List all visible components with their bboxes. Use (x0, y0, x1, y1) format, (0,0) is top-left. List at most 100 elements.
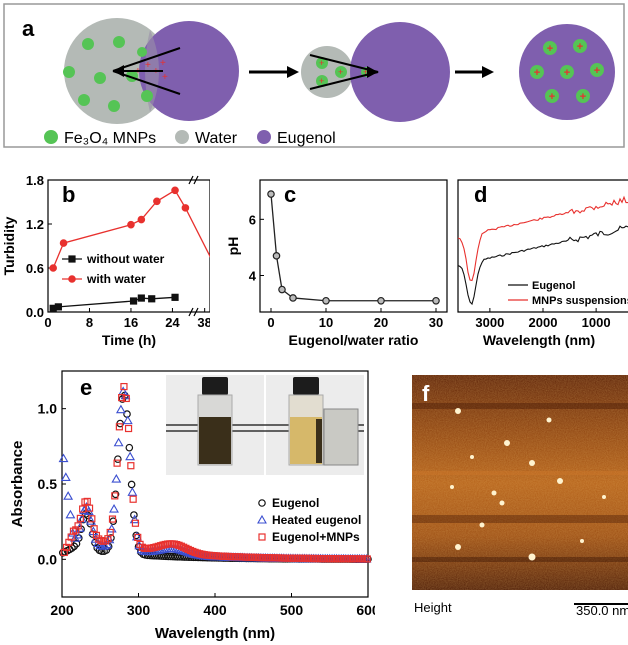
x-tick-label: 400 (203, 602, 227, 618)
data-point (186, 546, 195, 555)
data-point (69, 527, 78, 535)
data-point (85, 504, 94, 512)
x-tick-label: 200 (50, 602, 74, 618)
panel-d-label: d (474, 182, 487, 207)
data-point (115, 423, 123, 431)
panel-d-chart: d 3000 2000 1000 Wavelength (nm) Eugenol MNPs… (457, 179, 628, 348)
data-point (182, 544, 190, 552)
data-point (189, 547, 197, 556)
data-point (122, 394, 130, 403)
axis-break-bottom (188, 307, 199, 317)
arrow-head-2 (367, 66, 378, 78)
data-point (95, 535, 103, 543)
y-axis-label: pH (225, 237, 241, 256)
panel-b-chart: b 0.00.61.21.80816243840Time (h)Turbidit… (1, 173, 210, 348)
data-point (95, 540, 106, 550)
svg-text:+: + (162, 72, 168, 83)
vial-dark-liquid (199, 417, 231, 464)
magnet-icon (323, 408, 359, 466)
data-point (137, 215, 146, 224)
legend-marker (68, 255, 76, 263)
y-tick-label: 1.8 (26, 173, 44, 188)
panel-a: a +++++ +++ + + ++ + ++ + Fe₃O₄ MNPs Water (3, 3, 625, 148)
vial-dark-cap (202, 377, 228, 395)
charge-signs-2: + + + + (319, 58, 368, 86)
y-tick-label: 0.0 (38, 551, 58, 567)
data-point (432, 296, 440, 305)
data-point (83, 497, 91, 506)
svg-text:+: + (564, 67, 570, 79)
x-axis-label: Eugenol/water ratio (289, 332, 419, 348)
svg-text:+: + (319, 76, 324, 86)
data-point (109, 503, 119, 513)
panel-e-chart: e 0.0 0.5 1.0 200 300 400 500 600 Wavelength (nm… (9, 370, 375, 642)
data-point (118, 394, 126, 402)
panel-b-label: b (62, 182, 75, 207)
x-axis-label: Time (h) (102, 332, 156, 348)
scale-bar-label: 350.0 nm (576, 603, 628, 618)
data-point (106, 528, 114, 537)
eugenol-droplet (139, 21, 239, 121)
data-point (120, 382, 128, 391)
data-point (76, 514, 84, 522)
data-point (65, 538, 73, 546)
data-point (108, 515, 117, 523)
x-tick-label: 10 (319, 315, 333, 330)
data-point (137, 294, 145, 302)
x-tick-label: 0 (44, 315, 51, 330)
svg-text:+: + (547, 43, 553, 55)
vial-light-cap (293, 377, 319, 395)
x-tick-label: 3000 (475, 315, 504, 330)
data-point (115, 404, 126, 414)
y-tick-label: 0.0 (26, 305, 44, 320)
data-point (134, 533, 142, 541)
x-tick-label: 30 (429, 315, 443, 330)
series-line-mnps (457, 195, 628, 282)
legend-eugenol-swatch (257, 130, 271, 144)
data-point (90, 525, 98, 533)
mnp-dots-final (530, 39, 604, 103)
data-point (54, 303, 62, 311)
data-point (113, 437, 124, 447)
x-axis-label: Wavelength (nm) (155, 625, 275, 642)
data-point (127, 220, 135, 229)
data-point (60, 472, 71, 481)
svg-text:+: + (577, 41, 583, 53)
legend-water-swatch (175, 130, 189, 144)
legend-marker (258, 499, 266, 507)
plot-frame (259, 179, 448, 313)
afm-particles (450, 408, 606, 561)
data-point (111, 492, 119, 500)
x-axis-label: Wavelength (nm) (483, 332, 595, 348)
data-point (88, 515, 96, 523)
afm-caption: Height (414, 600, 452, 615)
scale-bar (574, 603, 628, 605)
data-point (129, 514, 140, 524)
process-arrow-2-head (482, 66, 494, 78)
vial-photo-inset (166, 375, 364, 475)
data-point (173, 540, 181, 549)
data-point (175, 541, 183, 549)
legend-marker (257, 514, 267, 524)
data-point (60, 548, 68, 557)
legend-label: Eugenol (532, 280, 575, 292)
data-point (127, 480, 136, 489)
data-point (127, 462, 135, 470)
series-line (270, 193, 436, 302)
svg-text:+: + (319, 58, 324, 68)
svg-text:+: + (145, 60, 151, 71)
data-point (154, 542, 162, 550)
legend-marker (68, 275, 76, 283)
y-axis-label: Turbidity (1, 216, 17, 275)
y-tick-label: 1.0 (38, 401, 58, 417)
x-tick-label: 300 (127, 602, 151, 618)
data-point (181, 204, 190, 212)
vial-light-sediment (316, 419, 322, 463)
legend-label: MNPs suspensions (532, 295, 628, 307)
x-tick-label: 38 (197, 315, 210, 330)
panel-a-label: a (22, 16, 35, 41)
svg-text:+: + (594, 65, 600, 77)
data-point (127, 487, 138, 496)
legend-mnp-swatch (44, 130, 58, 144)
data-point (62, 543, 71, 552)
